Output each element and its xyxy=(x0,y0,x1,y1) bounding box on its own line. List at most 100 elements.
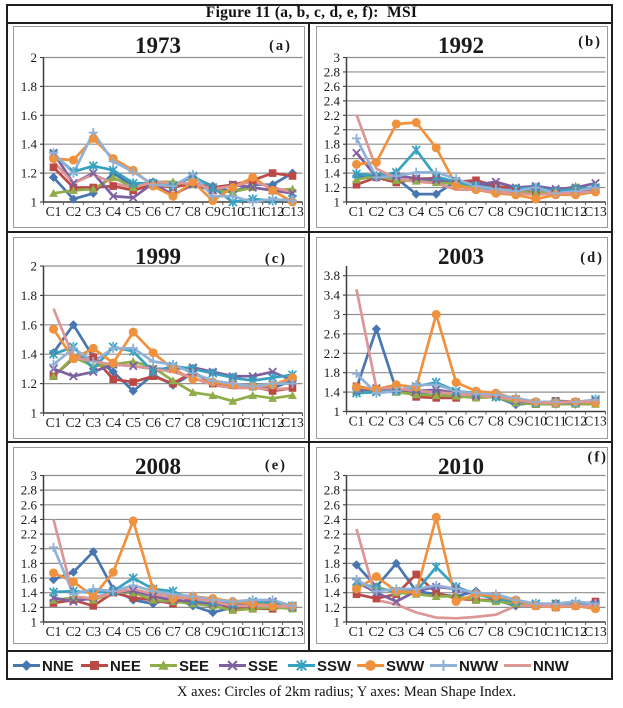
svg-text:2003: 2003 xyxy=(438,244,484,269)
svg-text:(b): (b) xyxy=(578,34,602,50)
svg-text:1.6: 1.6 xyxy=(324,151,341,166)
svg-text:1.2: 1.2 xyxy=(324,180,340,195)
svg-text:1.6: 1.6 xyxy=(324,571,341,586)
svg-text:1.4: 1.4 xyxy=(324,166,341,181)
svg-text:C5: C5 xyxy=(125,415,141,430)
svg-text:C4: C4 xyxy=(408,414,424,429)
svg-text:C3: C3 xyxy=(388,624,404,639)
svg-text:C10: C10 xyxy=(222,204,245,219)
svg-text:2.4: 2.4 xyxy=(324,93,341,108)
svg-text:C5: C5 xyxy=(428,624,444,639)
svg-text:C1: C1 xyxy=(349,204,365,219)
svg-text:C9: C9 xyxy=(508,414,524,429)
svg-text:3: 3 xyxy=(334,50,341,65)
svg-text:C3: C3 xyxy=(388,204,404,219)
svg-text:C3: C3 xyxy=(85,204,101,219)
svg-text:C3: C3 xyxy=(85,415,101,430)
svg-text:C11: C11 xyxy=(545,624,567,639)
svg-text:C8: C8 xyxy=(488,624,504,639)
svg-text:1999: 1999 xyxy=(135,244,181,269)
svg-text:C1: C1 xyxy=(46,415,62,430)
svg-text:2.8: 2.8 xyxy=(324,64,340,79)
svg-text:1: 1 xyxy=(334,195,341,210)
svg-text:C7: C7 xyxy=(468,204,484,219)
svg-text:1.6: 1.6 xyxy=(21,317,38,332)
svg-text:C6: C6 xyxy=(448,414,464,429)
svg-text:C5: C5 xyxy=(125,204,141,219)
svg-text:1.4: 1.4 xyxy=(21,585,38,600)
svg-text:C2: C2 xyxy=(368,414,384,429)
svg-text:C7: C7 xyxy=(468,624,484,639)
svg-text:C13: C13 xyxy=(281,204,304,219)
svg-text:C13: C13 xyxy=(584,624,607,639)
svg-text:C6: C6 xyxy=(145,204,161,219)
svg-text:C9: C9 xyxy=(205,415,221,430)
svg-text:C12: C12 xyxy=(564,204,587,219)
svg-text:C7: C7 xyxy=(165,204,181,219)
svg-text:C11: C11 xyxy=(545,204,567,219)
svg-text:C9: C9 xyxy=(508,204,524,219)
svg-text:C13: C13 xyxy=(281,624,304,639)
svg-text:NEE: NEE xyxy=(110,658,141,675)
svg-text:1.2: 1.2 xyxy=(21,600,37,615)
svg-text:NWW: NWW xyxy=(459,658,499,675)
svg-text:C10: C10 xyxy=(525,204,548,219)
svg-text:2: 2 xyxy=(31,541,38,556)
svg-text:C7: C7 xyxy=(165,624,181,639)
svg-text:C5: C5 xyxy=(428,204,444,219)
svg-text:C2: C2 xyxy=(368,624,384,639)
svg-text:C12: C12 xyxy=(261,204,284,219)
svg-text:3: 3 xyxy=(334,307,341,322)
svg-text:C8: C8 xyxy=(185,204,201,219)
svg-text:C6: C6 xyxy=(448,204,464,219)
svg-text:2.2: 2.2 xyxy=(21,527,37,542)
svg-text:C13: C13 xyxy=(584,414,607,429)
svg-text:(f): (f) xyxy=(588,450,609,466)
svg-text:2: 2 xyxy=(31,50,38,65)
svg-text:C10: C10 xyxy=(525,414,548,429)
svg-text:C11: C11 xyxy=(242,415,264,430)
svg-text:1992: 1992 xyxy=(438,33,484,58)
svg-text:(d): (d) xyxy=(580,250,604,266)
svg-text:C12: C12 xyxy=(261,624,284,639)
svg-text:2.6: 2.6 xyxy=(324,79,341,94)
svg-text:1: 1 xyxy=(334,615,341,630)
svg-text:C6: C6 xyxy=(145,415,161,430)
svg-text:1.4: 1.4 xyxy=(324,585,341,600)
svg-text:1.2: 1.2 xyxy=(21,376,37,391)
svg-text:2.6: 2.6 xyxy=(324,326,341,341)
svg-text:C2: C2 xyxy=(65,415,81,430)
svg-text:C4: C4 xyxy=(105,204,121,219)
svg-text:C4: C4 xyxy=(105,624,121,639)
svg-text:(c): (c) xyxy=(265,251,287,267)
svg-text:2.4: 2.4 xyxy=(324,512,341,527)
svg-text:SSE: SSE xyxy=(248,658,278,675)
svg-text:C1: C1 xyxy=(349,414,365,429)
svg-text:C2: C2 xyxy=(65,204,81,219)
svg-text:1973: 1973 xyxy=(135,33,181,58)
svg-text:1.8: 1.8 xyxy=(21,288,37,303)
svg-text:C8: C8 xyxy=(185,415,201,430)
svg-text:C4: C4 xyxy=(408,204,424,219)
svg-text:2.6: 2.6 xyxy=(21,497,38,512)
svg-text:2.2: 2.2 xyxy=(324,108,340,123)
svg-text:2.8: 2.8 xyxy=(21,483,37,498)
svg-text:C9: C9 xyxy=(205,204,221,219)
svg-text:2008: 2008 xyxy=(135,454,181,479)
svg-text:C13: C13 xyxy=(281,415,304,430)
svg-text:2.8: 2.8 xyxy=(324,483,340,498)
svg-text:2.2: 2.2 xyxy=(324,527,340,542)
svg-text:C6: C6 xyxy=(448,624,464,639)
svg-text:1.2: 1.2 xyxy=(21,166,37,181)
svg-text:2: 2 xyxy=(31,259,38,274)
svg-text:C10: C10 xyxy=(222,415,245,430)
svg-text:2.6: 2.6 xyxy=(324,497,341,512)
svg-text:1.8: 1.8 xyxy=(324,365,340,380)
svg-text:C11: C11 xyxy=(242,624,264,639)
svg-text:C11: C11 xyxy=(545,414,567,429)
svg-text:3: 3 xyxy=(31,468,38,483)
svg-text:3.4: 3.4 xyxy=(324,288,341,303)
svg-text:3.8: 3.8 xyxy=(324,268,340,283)
svg-text:C12: C12 xyxy=(261,415,284,430)
svg-text:C13: C13 xyxy=(584,204,607,219)
